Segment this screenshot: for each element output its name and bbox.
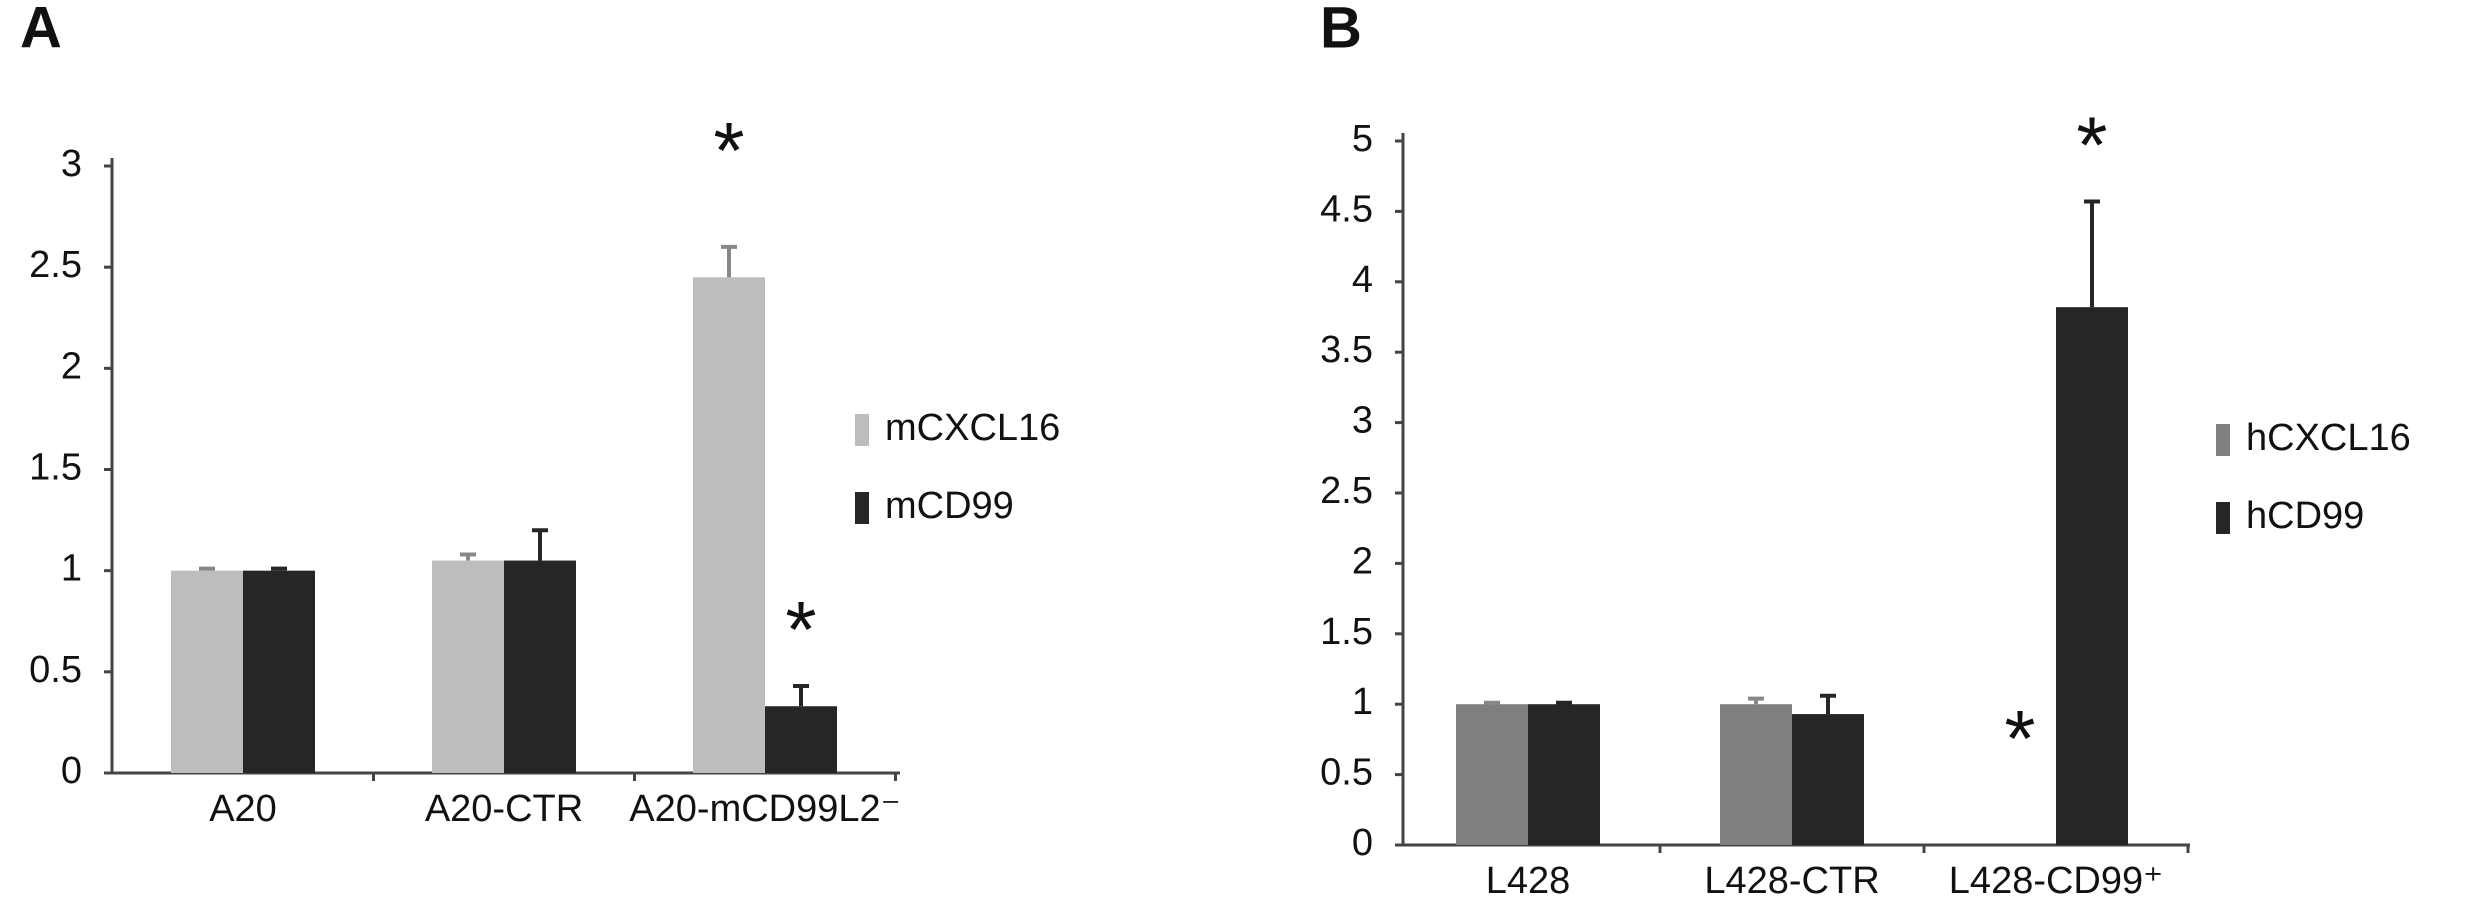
legend-swatch <box>855 414 869 446</box>
y-tick-label: 0.5 <box>29 649 82 691</box>
annotation: * <box>713 106 744 195</box>
x-tick-label: A20-mCD99L2⁻ <box>629 788 900 830</box>
bar <box>171 570 243 773</box>
bar <box>504 560 576 773</box>
y-tick-label: 3 <box>1352 400 1373 442</box>
bar <box>1528 704 1600 845</box>
legend-label: mCD99 <box>885 485 1014 527</box>
y-tick-label: 1.5 <box>1320 611 1373 653</box>
x-tick-label: L428-CD99⁺ <box>1949 860 2163 902</box>
error-bar <box>271 566 287 571</box>
error-bar <box>532 528 548 561</box>
y-tick-label: 3 <box>61 143 82 185</box>
legend-label: mCXCL16 <box>885 407 1060 449</box>
bar <box>1720 704 1792 845</box>
error-bar <box>793 683 809 707</box>
bar <box>2056 307 2128 845</box>
y-tick-label: 2 <box>1352 540 1373 582</box>
y-tick-label: 1 <box>61 548 82 590</box>
y-tick-label: 2 <box>61 345 82 387</box>
legend-swatch <box>855 492 869 524</box>
y-tick-label: 2.5 <box>29 244 82 286</box>
error-bar <box>721 244 737 278</box>
x-tick-label: A20 <box>209 788 277 830</box>
error-bar <box>1484 700 1500 705</box>
panel-label: B <box>1320 0 1362 60</box>
y-tick-label: 5 <box>1352 118 1373 160</box>
bar <box>243 570 315 773</box>
legend-label: hCD99 <box>2246 495 2364 537</box>
y-tick-label: 2.5 <box>1320 470 1373 512</box>
bar <box>693 277 765 773</box>
error-bar <box>1748 696 1764 705</box>
error-bar <box>1820 693 1836 715</box>
x-tick-label: L428 <box>1486 860 1571 902</box>
legend-swatch <box>2216 502 2230 534</box>
y-tick-label: 0 <box>61 750 82 792</box>
annotation: * <box>785 585 816 674</box>
legend-swatch <box>2216 424 2230 456</box>
legend-label: hCXCL16 <box>2246 417 2411 459</box>
y-tick-label: 1 <box>1352 681 1373 723</box>
annotation: * <box>2076 101 2107 190</box>
error-bar <box>1556 700 1572 705</box>
bar <box>765 706 837 773</box>
y-tick-label: 4 <box>1352 259 1373 301</box>
y-tick-label: 4.5 <box>1320 188 1373 230</box>
x-tick-label: L428-CTR <box>1704 860 1879 902</box>
error-bar <box>2084 199 2100 308</box>
y-tick-label: 1.5 <box>29 447 82 489</box>
annotation: * <box>2004 694 2035 783</box>
panel-label: A <box>20 0 62 60</box>
error-bar <box>199 566 215 571</box>
bar <box>1456 704 1528 845</box>
bar <box>432 560 504 773</box>
error-bar <box>460 552 476 561</box>
x-tick-label: A20-CTR <box>425 788 583 830</box>
y-tick-label: 0 <box>1352 822 1373 864</box>
y-tick-label: 3.5 <box>1320 329 1373 371</box>
bar <box>1792 714 1864 845</box>
y-tick-label: 0.5 <box>1320 752 1373 794</box>
